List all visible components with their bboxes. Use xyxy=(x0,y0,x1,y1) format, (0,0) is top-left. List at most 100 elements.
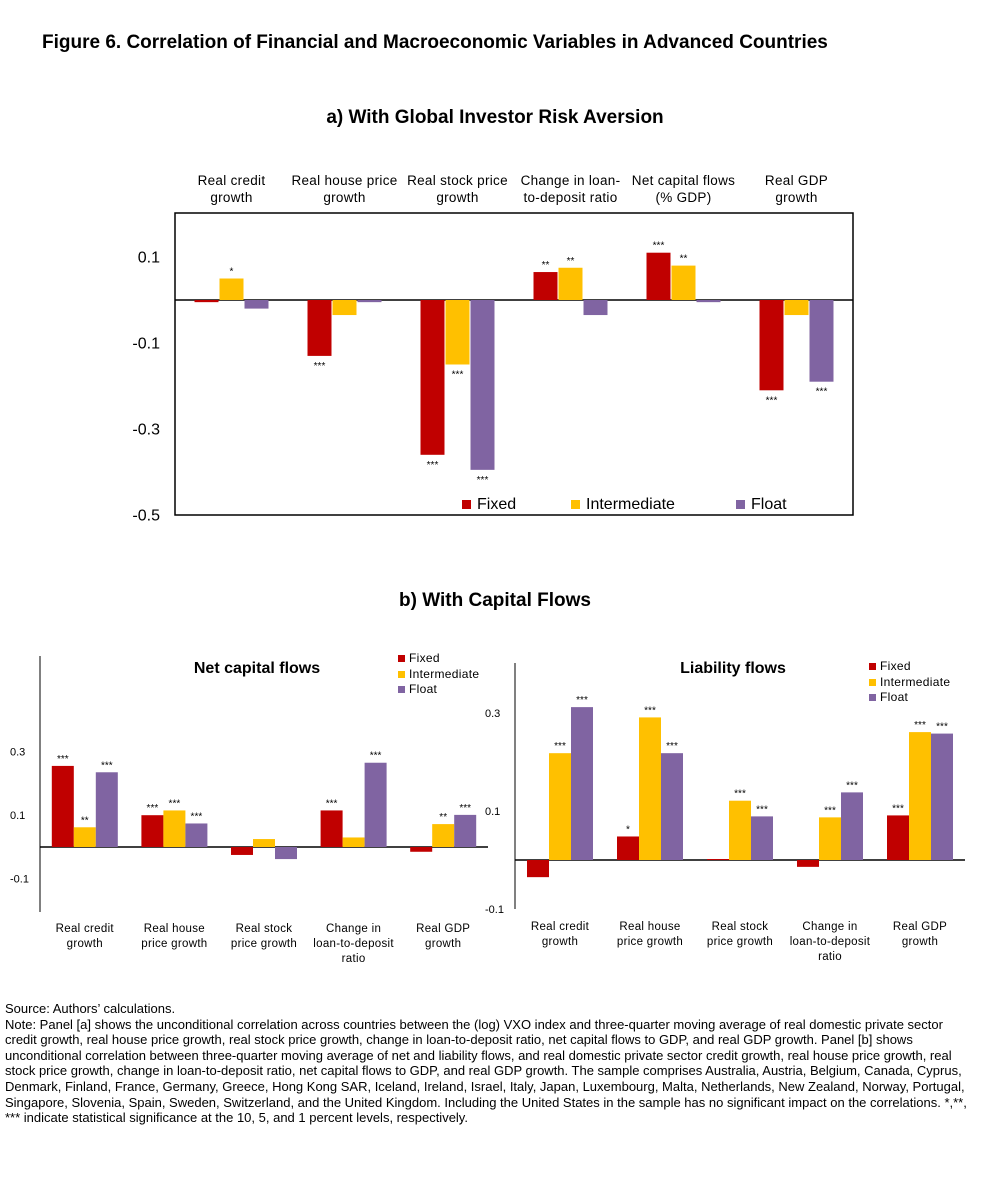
legend-swatch-float xyxy=(869,694,876,701)
bar-intermediate-real-house-price-growth xyxy=(332,300,357,316)
bar-float-real-gdp-growth xyxy=(809,300,834,382)
category-label-real-house-price-growth: Real house price xyxy=(291,173,397,188)
chart-risk-aversion: 0.1 -0.1 -0.3 -0.5 Real credit growth * Real ho… xyxy=(132,173,854,525)
legend-swatch-float xyxy=(736,500,745,509)
significance-intermediate-real-credit-growth: * xyxy=(230,267,234,278)
significance-float-real-credit-growth: *** xyxy=(576,695,588,706)
category-label-real-credit-growth: growth xyxy=(542,936,578,948)
bar-intermediate-real-stock-price-growth xyxy=(253,839,275,847)
bar-intermediate-real-stock-price-growth xyxy=(729,800,751,860)
category-label-change-in-loan-to-deposit-ratio: ratio xyxy=(818,951,842,963)
bar-fixed-change-in-loan-to-deposit-ratio xyxy=(533,272,558,300)
category-label-change-in-loan-to-deposit-ratio: to-deposit ratio xyxy=(523,190,617,205)
category-label-change-in-loan-to-deposit-ratio: ratio xyxy=(342,953,366,965)
y-tick-label: -0.5 xyxy=(132,508,160,525)
bar-float-real-house-price-growth xyxy=(661,753,683,860)
bar-float-real-stock-price-growth xyxy=(470,300,495,470)
bar-fixed-real-stock-price-growth xyxy=(231,847,253,855)
legend-swatch-fixed xyxy=(462,500,471,509)
bar-float-real-credit-growth xyxy=(244,300,269,309)
chart-net-capital-flows: 0.3 0.1 -0.1 Net capital flows Real credit gr… xyxy=(10,651,488,965)
bar-float-real-gdp-growth xyxy=(454,814,477,847)
y-tick-label: 0.1 xyxy=(138,250,160,267)
bar-float-real-stock-price-growth xyxy=(275,847,297,860)
bar-fixed-real-house-price-growth xyxy=(141,815,164,847)
category-label-real-gdp-growth: Real GDP xyxy=(893,921,947,933)
significance-float-change-in-loan-to-deposit-ratio: *** xyxy=(846,780,858,791)
significance-intermediate-real-gdp-growth: *** xyxy=(914,720,926,731)
significance-intermediate-change-in-loan-to-deposit-ratio: *** xyxy=(824,805,836,816)
bar-fixed-real-gdp-growth xyxy=(410,847,433,852)
bar-float-change-in-loan-to-deposit-ratio xyxy=(583,300,608,316)
bar-float-change-in-loan-to-deposit-ratio xyxy=(364,762,387,847)
legend-swatch-fixed xyxy=(869,663,876,670)
significance-fixed-real-stock-price-growth: *** xyxy=(427,460,439,471)
bar-fixed-net-capital-flows-gdp xyxy=(646,252,671,300)
bar-float-real-stock-price-growth xyxy=(751,816,773,860)
legend-label-float: Float xyxy=(409,682,438,696)
category-label-real-credit-growth: growth xyxy=(67,938,103,950)
bar-intermediate-real-credit-growth xyxy=(549,753,571,860)
bar-fixed-change-in-loan-to-deposit-ratio xyxy=(320,810,343,847)
significance-fixed-real-credit-growth: *** xyxy=(57,754,69,765)
source-note: Source: Authors’ calculations. xyxy=(5,1001,176,1016)
bar-intermediate-change-in-loan-to-deposit-ratio xyxy=(342,837,365,847)
bar-intermediate-real-house-price-growth xyxy=(163,810,186,847)
bar-intermediate-change-in-loan-to-deposit-ratio xyxy=(558,267,583,300)
bar-fixed-real-house-price-growth xyxy=(307,300,332,356)
significance-intermediate-real-stock-price-growth: *** xyxy=(452,370,464,381)
bar-float-real-gdp-growth xyxy=(931,733,953,860)
category-label-real-house-price-growth: price growth xyxy=(617,936,683,948)
category-label-net-capital-flows-gdp: Net capital flows xyxy=(632,173,735,188)
bar-intermediate-real-house-price-growth xyxy=(639,717,661,860)
category-label-real-credit-growth: Real credit xyxy=(531,921,590,933)
bar-intermediate-real-credit-growth xyxy=(219,278,244,300)
significance-intermediate-real-house-price-growth: *** xyxy=(644,705,656,716)
legend-swatch-intermediate xyxy=(398,671,405,678)
significance-fixed-real-house-price-growth: * xyxy=(626,824,630,835)
legend-label-float: Float xyxy=(751,496,787,513)
category-label-real-gdp-growth: growth xyxy=(775,190,817,205)
y-tick-label: -0.1 xyxy=(10,874,29,886)
category-label-real-credit-growth: Real credit xyxy=(198,173,266,188)
category-label-real-stock-price-growth: Real stock price xyxy=(407,173,508,188)
bar-intermediate-real-stock-price-growth xyxy=(445,300,470,365)
bar-fixed-change-in-loan-to-deposit-ratio xyxy=(797,860,819,867)
significance-fixed-net-capital-flows-gdp: *** xyxy=(653,241,665,252)
significance-intermediate-real-stock-price-growth: *** xyxy=(734,789,746,800)
y-tick-label: 0.3 xyxy=(10,746,25,758)
legend-swatch-fixed xyxy=(398,655,405,662)
significance-intermediate-real-gdp-growth: ** xyxy=(439,812,447,823)
category-label-real-house-price-growth: Real house xyxy=(144,923,205,935)
category-label-change-in-loan-to-deposit-ratio: Change in loan- xyxy=(521,173,621,188)
bar-fixed-real-credit-growth xyxy=(527,860,549,878)
bar-fixed-real-stock-price-growth xyxy=(707,859,729,861)
bar-fixed-real-stock-price-growth xyxy=(420,300,445,455)
legend-label-fixed: Fixed xyxy=(477,496,516,513)
category-label-change-in-loan-to-deposit-ratio: Change in xyxy=(802,921,857,933)
significance-intermediate-real-credit-growth: *** xyxy=(554,741,566,752)
bar-intermediate-real-credit-growth xyxy=(73,827,96,847)
significance-fixed-real-gdp-growth: *** xyxy=(766,395,778,406)
significance-float-real-stock-price-growth: *** xyxy=(756,804,768,815)
y-tick-label: -0.3 xyxy=(132,422,160,439)
bar-float-real-credit-growth xyxy=(571,707,593,860)
category-label-net-capital-flows-gdp: (% GDP) xyxy=(655,190,711,205)
category-label-real-house-price-growth: Real house xyxy=(619,921,680,933)
significance-float-real-gdp-growth: *** xyxy=(459,803,471,814)
significance-float-real-gdp-growth: *** xyxy=(936,722,948,733)
bar-fixed-real-gdp-growth xyxy=(759,300,784,391)
significance-fixed-real-gdp-growth: *** xyxy=(892,803,904,814)
category-label-change-in-loan-to-deposit-ratio: loan-to-deposit xyxy=(313,938,394,950)
y-tick-label: -0.1 xyxy=(485,904,504,916)
category-label-real-stock-price-growth: Real stock xyxy=(236,923,293,935)
bar-fixed-real-house-price-growth xyxy=(617,836,639,860)
bar-intermediate-net-capital-flows-gdp xyxy=(671,265,696,300)
bar-intermediate-real-gdp-growth xyxy=(909,732,931,860)
category-label-real-stock-price-growth: price growth xyxy=(707,936,773,948)
chart-title: Net capital flows xyxy=(194,660,320,677)
significance-float-real-house-price-growth: *** xyxy=(191,811,203,822)
bar-float-change-in-loan-to-deposit-ratio xyxy=(841,792,863,860)
category-label-real-credit-growth: growth xyxy=(210,190,252,205)
legend-label-fixed: Fixed xyxy=(880,659,911,673)
